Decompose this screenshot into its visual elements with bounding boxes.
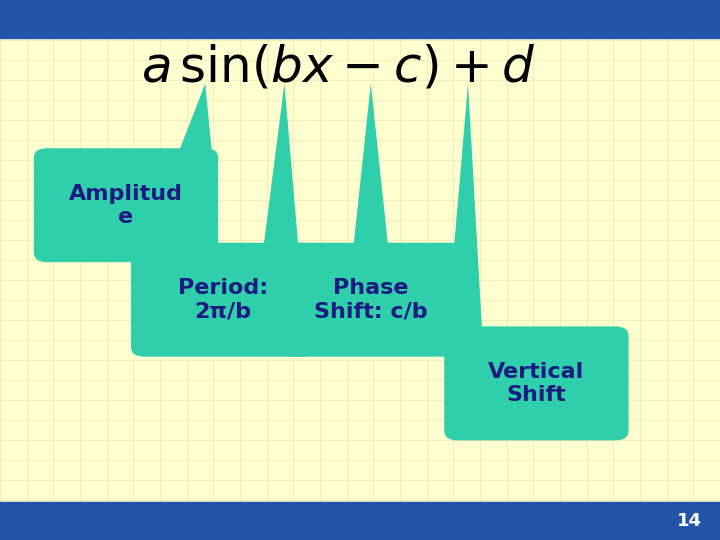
FancyBboxPatch shape — [444, 326, 629, 441]
Polygon shape — [263, 84, 299, 252]
Text: Vertical
Shift: Vertical Shift — [488, 362, 585, 405]
Polygon shape — [446, 84, 482, 336]
FancyBboxPatch shape — [279, 243, 463, 356]
Bar — [0, 502, 720, 540]
Polygon shape — [353, 84, 389, 252]
Text: $a\,\mathrm{sin}(bx - c) + d$: $a\,\mathrm{sin}(bx - c) + d$ — [141, 43, 536, 92]
Text: Period:
2π/b: Period: 2π/b — [178, 278, 269, 321]
Bar — [0, 0, 720, 38]
FancyBboxPatch shape — [34, 148, 218, 262]
Polygon shape — [176, 84, 212, 158]
Text: Phase
Shift: c/b: Phase Shift: c/b — [314, 278, 428, 321]
Text: Amplitud
e: Amplitud e — [69, 184, 183, 227]
Text: 14: 14 — [677, 512, 702, 530]
FancyBboxPatch shape — [131, 243, 315, 356]
